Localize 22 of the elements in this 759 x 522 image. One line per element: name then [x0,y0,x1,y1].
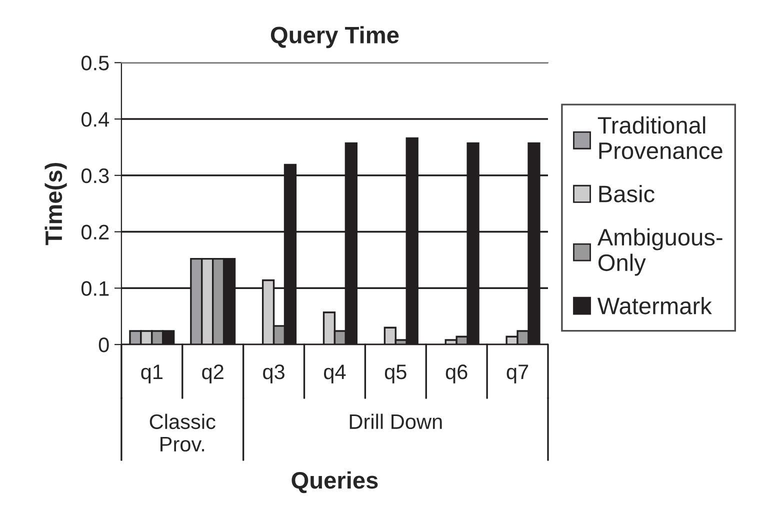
y-tick-label: 0 [98,338,109,352]
x-tick-label: q2 [202,364,224,384]
x-tick-label: q4 [324,364,346,384]
text: Classic Prov. [150,414,216,452]
x-tick-label: q6 [446,364,468,384]
chart-title: Query Time [270,26,399,48]
legend-label: Traditional Provenance [598,116,722,160]
legend-label: Watermark [597,296,712,314]
text: Drill Down [350,414,442,430]
y-axis-title: Time(s) [44,162,67,246]
y-tick-label: 0.1 [81,281,109,296]
x-tick-label: q7 [506,364,528,384]
y-tick-label: 0.5 [81,56,109,70]
x-tick-label: q3 [263,364,284,384]
x-axis-title: Queries [292,471,378,494]
x-tick-label: q1 [141,364,162,384]
y-tick-label: 0.4 [81,112,110,127]
y-tick-label: 0.2 [81,224,109,240]
y-tick-label: 0.3 [81,168,109,184]
x-tick-label: q5 [384,364,406,384]
legend-label: Ambiguous- Only [597,228,722,276]
legend-label: Basic [599,185,654,202]
